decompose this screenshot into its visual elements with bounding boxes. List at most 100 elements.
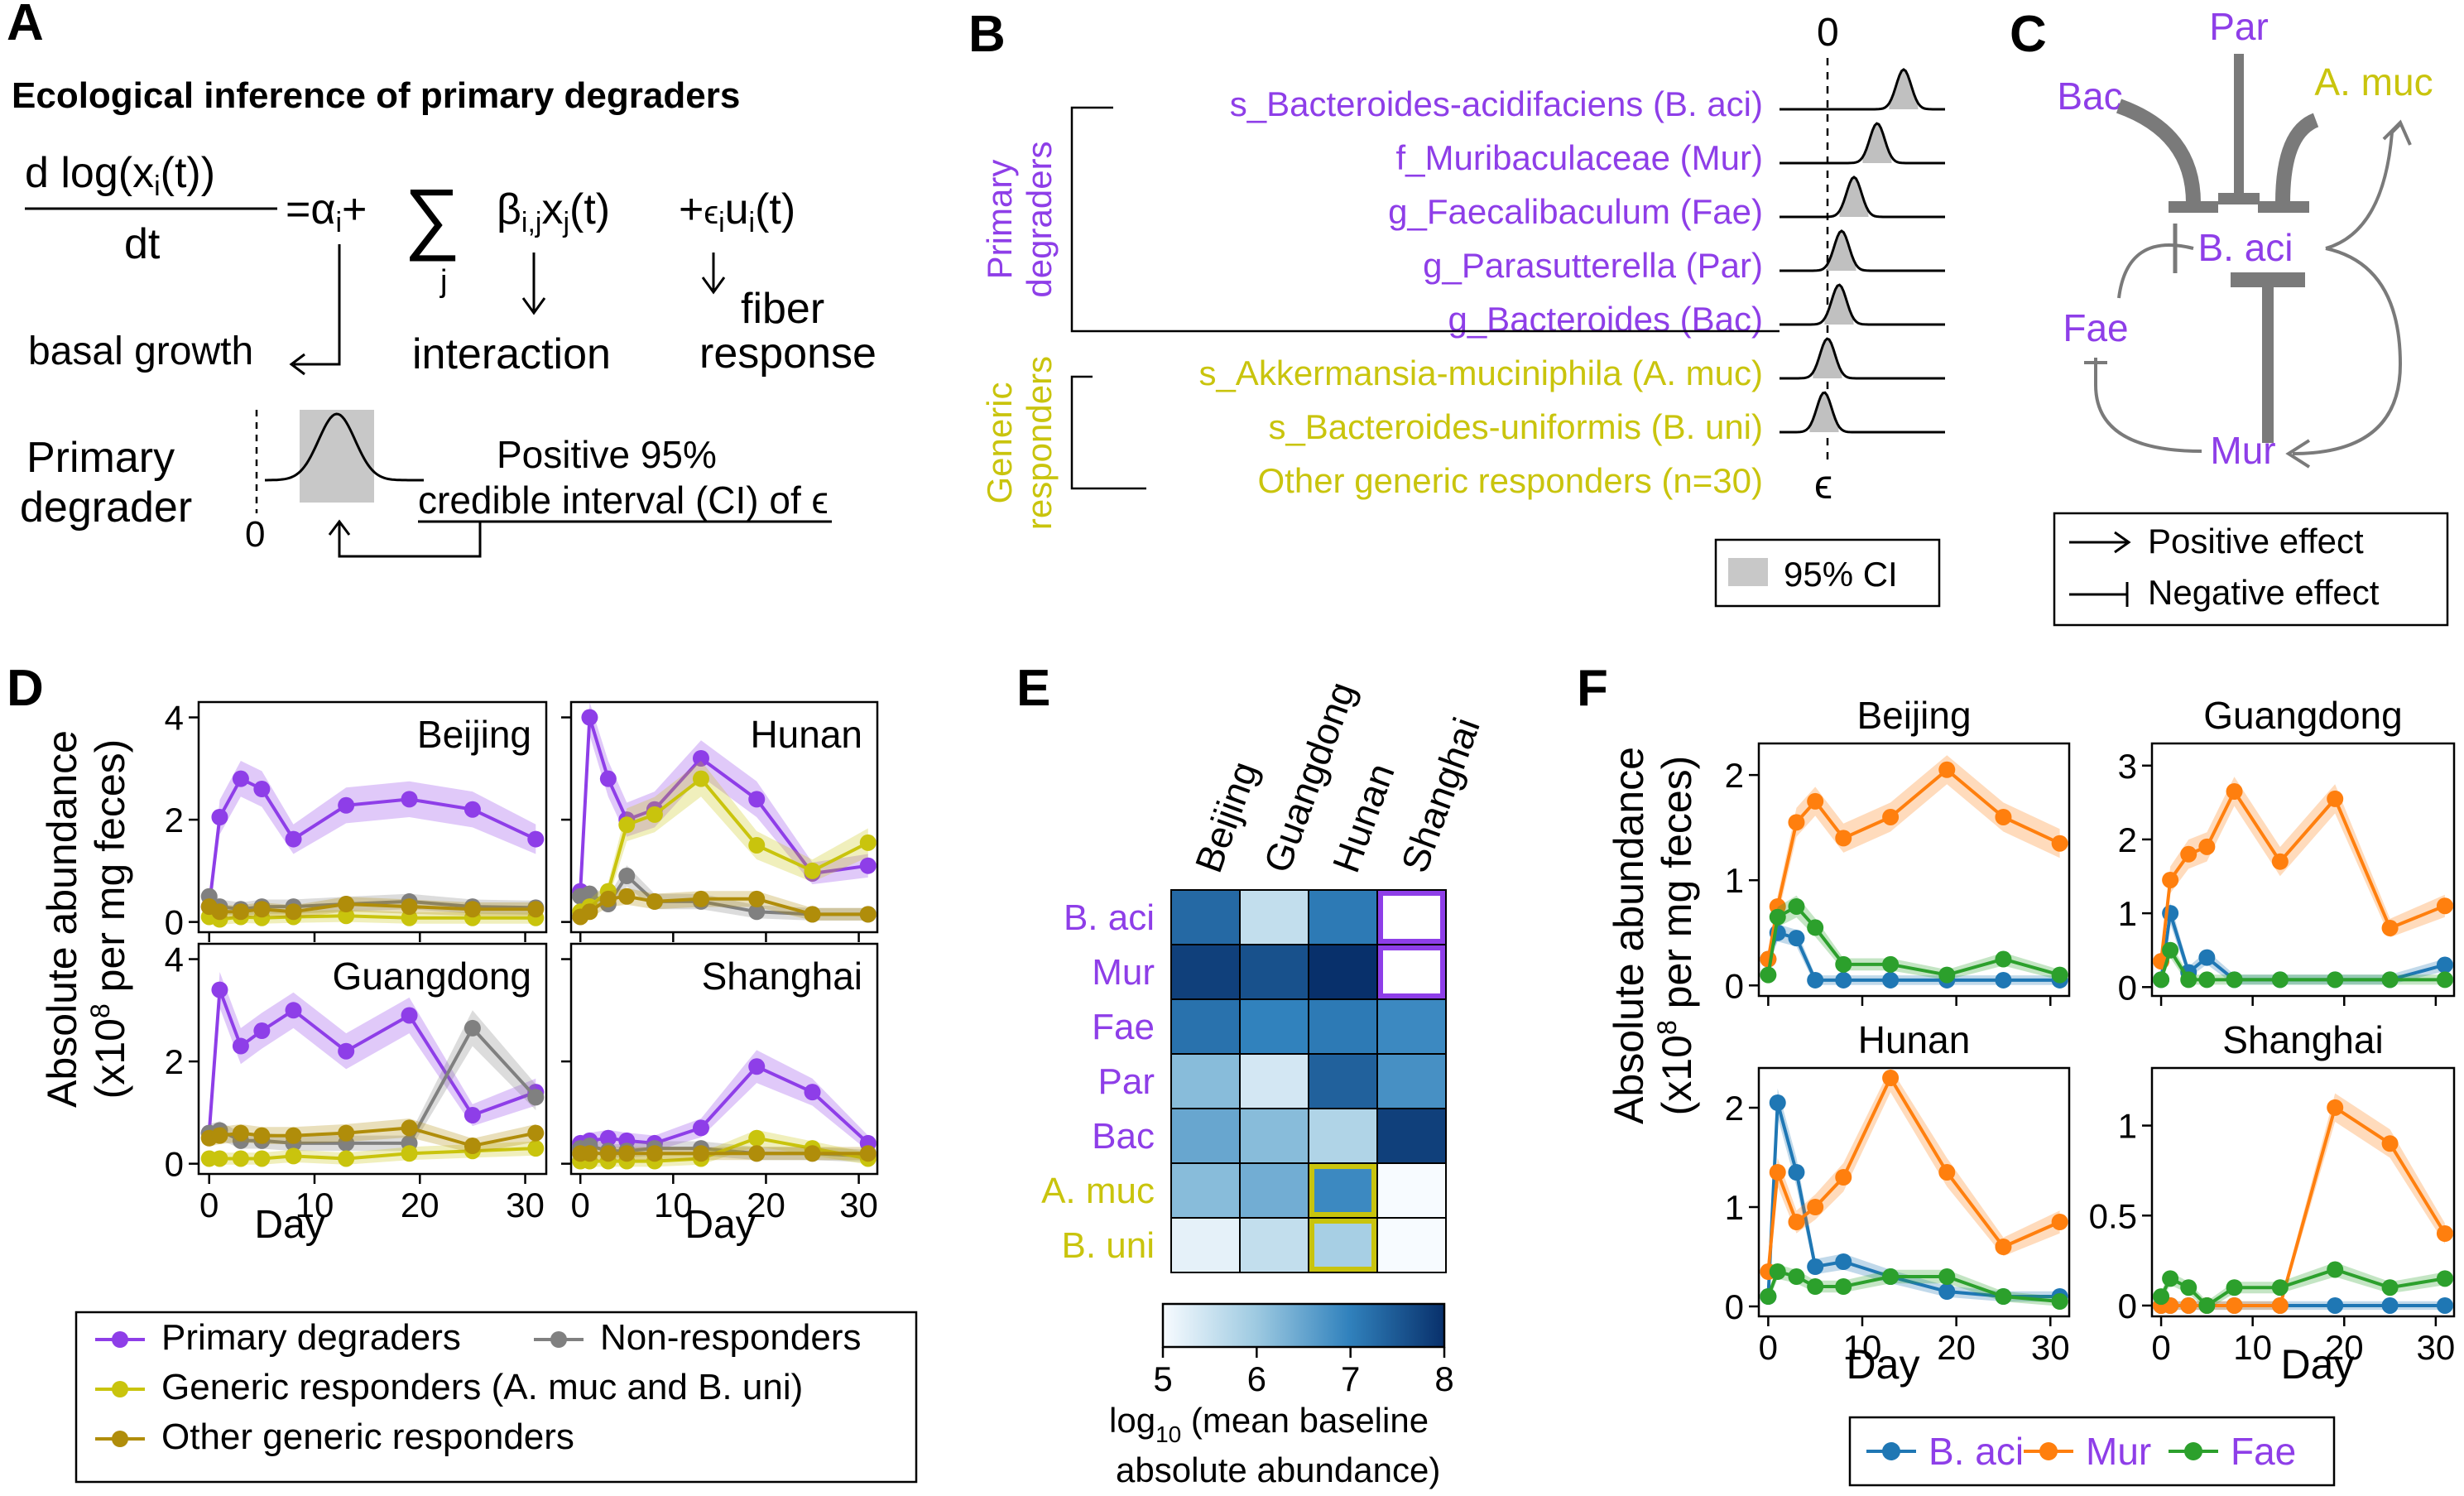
posterior-curve: [1780, 176, 1945, 219]
series-point: [599, 890, 617, 907]
series-point: [2226, 1279, 2243, 1296]
interaction-network: [2084, 54, 2412, 469]
taxon-label: Other generic responders (n=30): [1258, 461, 1764, 500]
y-tick-label: 2: [1725, 756, 1744, 795]
legend-marker: [550, 1331, 567, 1348]
series-point: [2198, 1296, 2216, 1314]
y-tick-label: 0: [1725, 966, 1744, 1005]
x-tick-label: 20: [401, 1186, 439, 1224]
ci-fill: [1839, 177, 1869, 217]
heatmap-cell: [1308, 1108, 1378, 1164]
subplot-frame: [1757, 742, 2071, 998]
series-point: [2180, 845, 2197, 863]
legend-label-primary: Primary degraders: [161, 1317, 461, 1358]
heatmap-cell: [1170, 1162, 1241, 1219]
heatmap-cell: [1376, 1217, 1447, 1273]
heatmap-cell: [1239, 889, 1309, 945]
legend-label-other: Other generic responders: [161, 1417, 574, 1457]
subplot-frame: [2150, 1066, 2456, 1318]
node-baci: B. aci: [2197, 226, 2293, 269]
negative-tee-icon: [2069, 582, 2129, 607]
series-point: [2271, 853, 2289, 870]
y-tick-label: 4: [165, 940, 184, 979]
posterior-curve: [1780, 122, 1945, 165]
series-point: [2327, 1261, 2344, 1278]
series-point: [1788, 1164, 1805, 1181]
series-band: [580, 761, 868, 919]
legend-marker: [2184, 1442, 2202, 1460]
series-point: [859, 1145, 877, 1162]
series-point: [2180, 1279, 2197, 1296]
x-tick-label: 20: [747, 1186, 785, 1224]
subplot-title: Hunan: [1858, 1018, 1971, 1061]
legend-label-generic: Generic responders (A. muc and B. uni): [161, 1367, 803, 1407]
ci-swatch: [1728, 558, 1768, 586]
heatmap-cell: [1376, 998, 1447, 1055]
amuc-arrowhead: [2382, 119, 2412, 146]
series-point: [1788, 814, 1805, 831]
posterior-curves: [1780, 68, 1945, 434]
heatmap-row-label: B. aci: [1064, 897, 1155, 938]
series-point: [1938, 1164, 1956, 1181]
series-point: [285, 1002, 302, 1019]
series-point: [1882, 1070, 1900, 1086]
degrader-label: degrader: [20, 483, 192, 532]
series-point: [338, 1150, 355, 1167]
series-point: [1760, 966, 1777, 984]
series-point: [1769, 1094, 1786, 1111]
mur-link: [2094, 384, 2202, 453]
x-tick-label: 10: [654, 1186, 693, 1224]
series-point: [599, 1145, 617, 1162]
heatmap-cell: [1308, 1053, 1378, 1109]
series-point: [211, 981, 228, 998]
baci-promotes-amuc: [2325, 123, 2402, 250]
series-point: [285, 903, 302, 921]
series-point: [1938, 761, 1956, 778]
series-point: [1938, 966, 1956, 984]
series-point: [599, 1129, 617, 1147]
d-xlabel-right: Day: [684, 1203, 755, 1247]
series-point: [748, 1145, 766, 1162]
heatmap-cell: [1170, 998, 1241, 1055]
eq-sum-sub: j: [439, 264, 447, 299]
interaction-label: interaction: [412, 330, 611, 378]
highlight-amuc-hunan: [1309, 1164, 1376, 1217]
bac-inhibits-baci: [2116, 99, 2201, 204]
amuc-inhibits-baci: [2275, 113, 2319, 204]
series-point: [1807, 1258, 1824, 1275]
d-legend: [74, 1311, 918, 1484]
series-point: [1807, 971, 1824, 989]
y-tick-label: 0: [165, 903, 184, 942]
series-point: [232, 1124, 249, 1142]
series-point: [401, 1119, 418, 1137]
y-tick-label: 2: [165, 801, 184, 839]
series-point: [804, 1145, 821, 1162]
series-point: [1995, 971, 2012, 989]
eq-interaction-term: βi,jxj(t): [497, 185, 610, 238]
heatmap-cell: [1239, 1053, 1309, 1109]
x-tick-label: 0: [2151, 1328, 2170, 1367]
series-point: [581, 1145, 598, 1162]
x-tick-label: 10: [295, 1186, 334, 1224]
heatmap-cell: [1239, 944, 1309, 1000]
series-band: [209, 761, 536, 914]
series-point: [1769, 908, 1786, 926]
taxon-label: f_Muribaculaceae (Mur): [1395, 138, 1763, 177]
taxon-label: g_Bacteroides (Bac): [1448, 300, 1763, 339]
subplot-frame: [2150, 742, 2456, 998]
subplot-title: Beijing: [417, 713, 531, 756]
series-point: [2051, 1214, 2068, 1230]
series-point: [2327, 971, 2344, 989]
series-point: [1938, 1283, 1956, 1300]
colorbar: [1161, 1302, 1446, 1349]
series-point: [1788, 1268, 1805, 1285]
legend-label: B. aci: [1928, 1430, 2024, 1473]
series-point: [1788, 1214, 1805, 1230]
series-point: [2198, 949, 2216, 966]
legend-marker: [2039, 1442, 2058, 1460]
posterior-curve: [265, 412, 424, 482]
posterior-curve: [1780, 68, 1945, 111]
series-point: [232, 1037, 249, 1055]
